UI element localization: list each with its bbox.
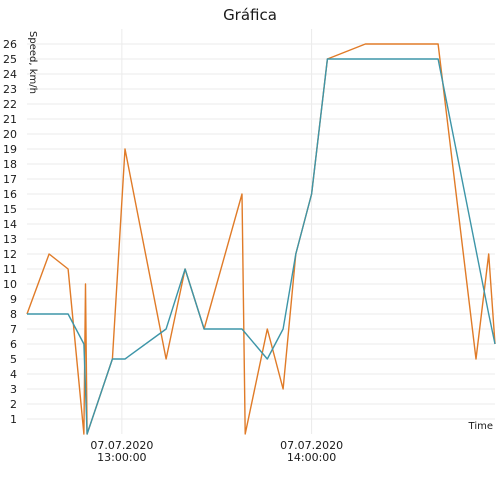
y-tick-label: 13 [3,233,17,246]
y-tick-label: 4 [10,368,17,381]
y-tick-label: 19 [3,143,17,156]
y-tick-label: 2 [10,398,17,411]
y-tick-label: 14 [3,218,17,231]
y-tick-label: 7 [10,323,17,336]
grid [27,29,495,434]
x-tick-date: 07.07.2020 [280,439,343,452]
series-lines [26,43,496,435]
chart-title: Gráfica [223,6,277,24]
y-tick-label: 18 [3,158,17,171]
x-axis-label: Time [468,421,493,432]
y-tick-label: 16 [3,188,17,201]
x-tick-time: 13:00:00 [97,451,146,464]
y-tick-label: 8 [10,308,17,321]
series-line-2 [27,58,496,435]
y-tick-label: 22 [3,98,17,111]
y-tick-label: 6 [10,338,17,351]
y-tick-label: 20 [3,128,17,141]
x-tick-date: 07.07.2020 [90,439,153,452]
series-line-1 [26,43,496,435]
y-axis-label: Speed, km/h [27,31,38,94]
y-axis-ticks: 1234567891011121314151617181920212223242… [3,38,17,426]
y-tick-label: 15 [3,203,17,216]
y-tick-label: 5 [10,353,17,366]
x-tick-time: 14:00:00 [287,451,336,464]
y-tick-label: 11 [3,263,17,276]
y-tick-label: 23 [3,83,17,96]
y-tick-label: 21 [3,113,17,126]
y-tick-label: 10 [3,278,17,291]
y-tick-label: 17 [3,173,17,186]
y-tick-label: 26 [3,38,17,51]
y-tick-label: 24 [3,68,17,81]
y-tick-label: 25 [3,53,17,66]
y-tick-label: 3 [10,383,17,396]
y-tick-label: 9 [10,293,17,306]
y-tick-label: 12 [3,248,17,261]
y-tick-label: 1 [10,413,17,426]
